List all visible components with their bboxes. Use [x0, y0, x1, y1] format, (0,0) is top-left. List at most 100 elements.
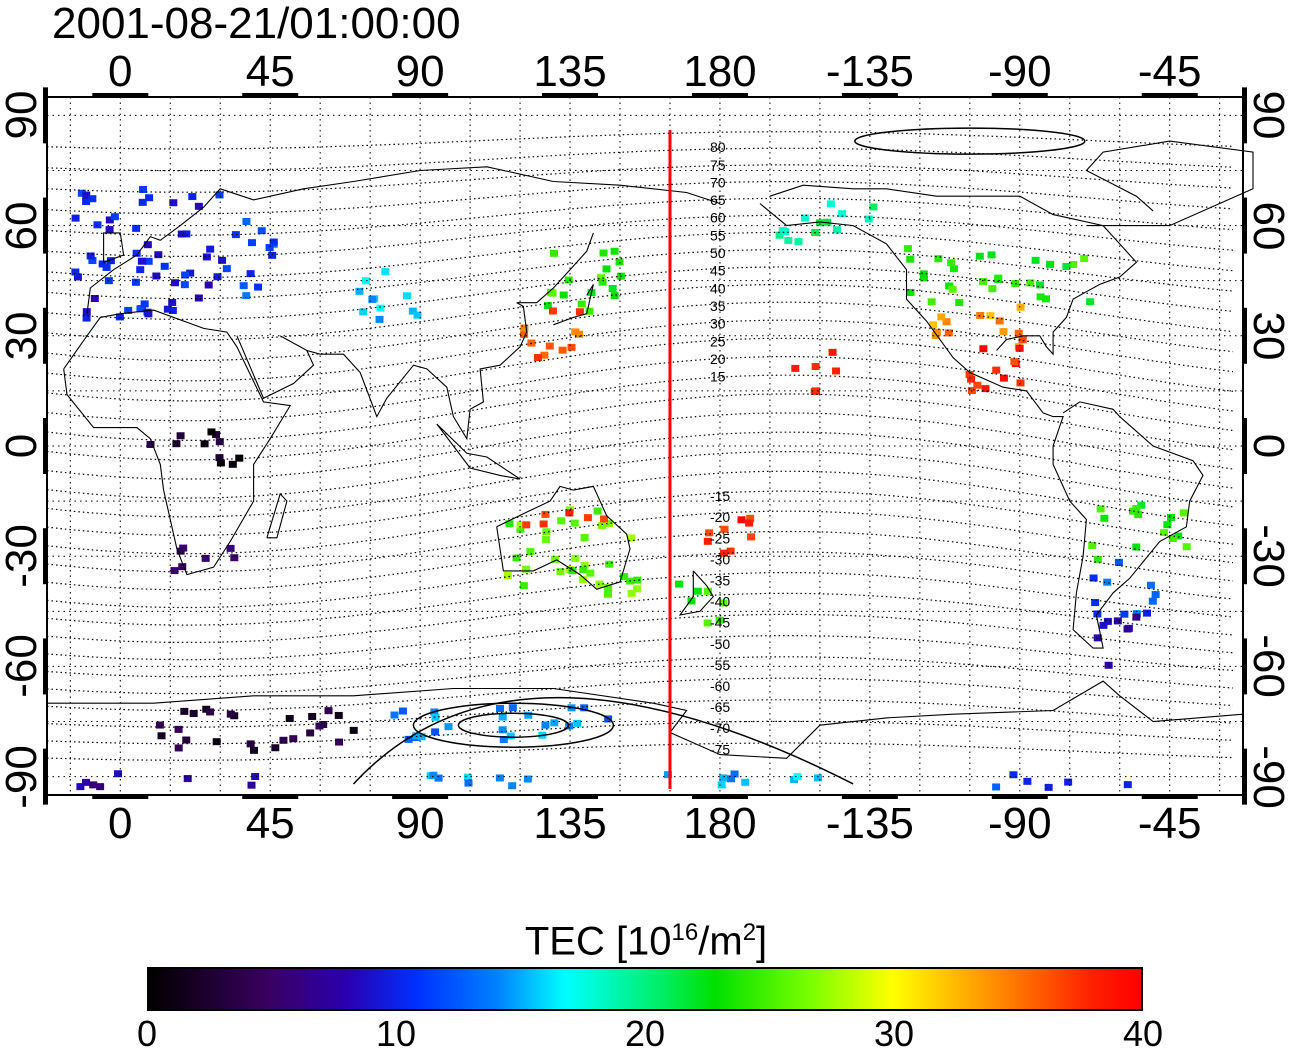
tec-cell [96, 783, 105, 791]
tec-cell [145, 194, 154, 202]
tec-cell [693, 587, 702, 595]
tec-cell [171, 279, 180, 287]
right-latitude-label: 90 [1244, 90, 1292, 140]
tec-cell [131, 278, 140, 286]
contour-label: -40 [710, 594, 730, 610]
axis-tick-bar [691, 794, 748, 799]
tec-cell [1018, 336, 1027, 344]
contour-label: -55 [710, 657, 730, 673]
left-latitude-label: 30 [0, 311, 46, 361]
tec-cell [1132, 610, 1141, 618]
tec-cell [1091, 599, 1100, 607]
tec-cell [995, 317, 1004, 325]
tec-cell [934, 255, 943, 263]
tec-cell [570, 519, 579, 527]
tec-cell [88, 195, 97, 203]
contour-line [46, 214, 1234, 257]
tec-cell [1151, 591, 1160, 599]
tec-cell [571, 554, 580, 562]
tec-cell [503, 572, 512, 580]
contour-line [46, 431, 1234, 499]
tec-cell [71, 214, 80, 222]
axis-tick-bar [92, 93, 149, 98]
tec-cell [271, 744, 280, 752]
tec-cell [579, 566, 588, 574]
contour-line [46, 635, 1234, 678]
tec-cell [1134, 511, 1143, 519]
tec-cell [992, 783, 1001, 791]
tec-cell [218, 256, 227, 264]
tec-cell [155, 721, 164, 729]
contour-label: -35 [710, 573, 730, 589]
tec-cell [1167, 513, 1176, 521]
left-latitude-label: 90 [0, 90, 46, 140]
tec-cell [906, 255, 915, 263]
tec-cell [163, 305, 172, 313]
axis-tick-bar [43, 197, 48, 254]
tec-cell [1143, 609, 1152, 617]
tec-cell [434, 774, 443, 782]
tec-cell [988, 285, 997, 293]
contour-label: 70 [710, 174, 726, 190]
tec-cell [143, 241, 152, 249]
coastline [236, 232, 594, 441]
axis-tick-bar [92, 794, 149, 799]
right-latitude-label: -60 [1244, 634, 1292, 699]
tec-cell [543, 301, 552, 309]
tec-cell [717, 781, 726, 789]
tec-cell [152, 272, 161, 280]
tec-cell [542, 528, 551, 536]
contour-label: 55 [710, 227, 726, 243]
tec-cell [615, 258, 624, 266]
contour-label: -50 [710, 636, 730, 652]
tec-cell [832, 367, 841, 375]
tec-cell [413, 311, 422, 319]
tec-cell [178, 563, 187, 571]
axis-tick-bar [242, 794, 299, 799]
tec-cell [745, 519, 754, 527]
tec-cell [86, 252, 95, 260]
tec-cell [212, 431, 221, 439]
tec-cell [1010, 358, 1019, 366]
tec-cell [1014, 329, 1023, 337]
tec-cell [603, 590, 612, 598]
tec-cell [463, 773, 472, 781]
contour-label: 15 [710, 369, 726, 385]
tec-cell [495, 774, 504, 782]
tec-cell [114, 770, 123, 778]
tec-cell [1062, 262, 1071, 270]
tec-cell [143, 308, 152, 316]
tec-cell [398, 707, 407, 715]
tec-cell [194, 202, 203, 210]
tec-cell [580, 561, 589, 569]
contour-label: 40 [710, 280, 726, 296]
contour-line [46, 249, 1234, 300]
tec-cell [180, 707, 189, 715]
tec-cell [533, 354, 542, 362]
axis-tick-bar [841, 93, 898, 98]
contour-line [46, 337, 1234, 402]
tec-cell [929, 321, 938, 329]
contour-label: -45 [710, 615, 730, 631]
tec-cell [289, 735, 298, 743]
tec-cell [719, 599, 728, 607]
tec-cell [1132, 613, 1141, 621]
tec-cell [784, 236, 793, 244]
tec-cell [230, 554, 239, 562]
tec-cell [181, 271, 190, 279]
tec-cell [903, 245, 912, 253]
tec-cell [558, 346, 567, 354]
tec-cell [838, 210, 847, 218]
tec-cell [216, 459, 225, 467]
tec-cell [520, 330, 529, 338]
axis-tick-bar [43, 87, 48, 144]
tec-cell [541, 721, 550, 729]
tec-cell [619, 573, 628, 581]
tec-cell [987, 251, 996, 259]
tec-cell [506, 732, 515, 740]
contour-line [46, 451, 1234, 518]
tec-cell [610, 247, 619, 255]
tec-cell [77, 189, 86, 197]
tec-cell [194, 294, 203, 302]
